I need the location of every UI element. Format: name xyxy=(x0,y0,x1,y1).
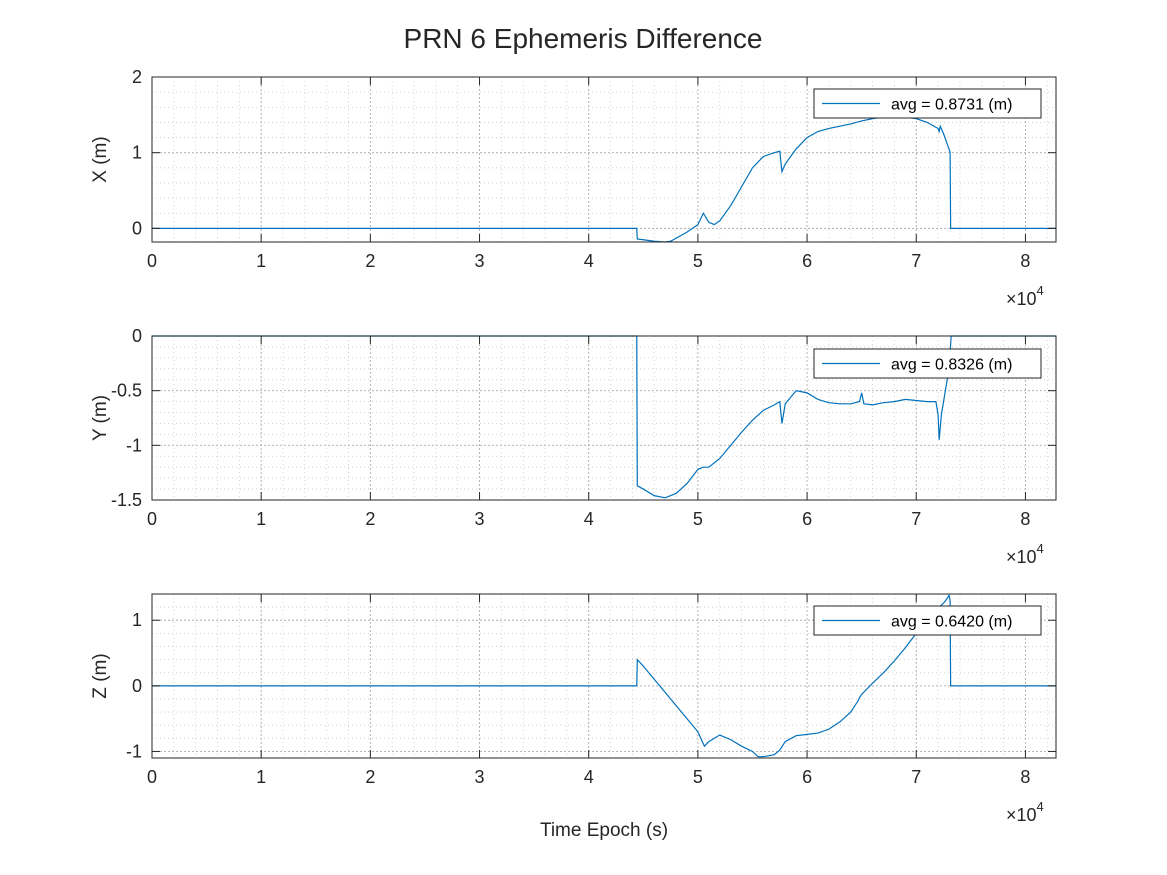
x-exponent-power: 4 xyxy=(1037,799,1044,814)
legend: avg = 0.8326 (m) xyxy=(813,348,1042,379)
x-tick-label: 6 xyxy=(802,251,812,271)
x-tick-label: 8 xyxy=(1020,251,1030,271)
x-exponent-power: 4 xyxy=(1037,541,1044,556)
x-tick-label: 7 xyxy=(911,509,921,529)
y-tick-label: -1 xyxy=(126,435,142,455)
series-line xyxy=(152,115,1056,243)
x-tick-label: 3 xyxy=(475,251,485,271)
x-exponent-label: ×104 xyxy=(1006,283,1044,309)
x-exponent-label: ×104 xyxy=(1006,799,1044,825)
y-tick-label: -0.5 xyxy=(111,381,142,401)
x-tick-label: 1 xyxy=(256,251,266,271)
x-tick-label: 7 xyxy=(911,767,921,787)
legend-entry-label: avg = 0.6420 (m) xyxy=(891,614,1012,631)
axes-box xyxy=(151,335,1057,501)
x-tick-label: 7 xyxy=(911,251,921,271)
x-tick-label: 4 xyxy=(584,509,594,529)
legend-entry-label: avg = 0.8731 (m) xyxy=(891,97,1012,114)
y-tick-label: -1.5 xyxy=(111,490,142,510)
x-tick-label: 2 xyxy=(365,251,375,271)
x-tick-label: 2 xyxy=(365,767,375,787)
x-tick-label: 5 xyxy=(693,251,703,271)
x-tick-label: 5 xyxy=(693,509,703,529)
x-tick-label: 8 xyxy=(1020,509,1030,529)
figure-title: PRN 6 Ephemeris Difference xyxy=(404,23,763,54)
x-exponent-base: ×10 xyxy=(1006,805,1037,825)
series-line xyxy=(152,335,1056,499)
y-axis-label: Z (m) xyxy=(90,653,111,698)
x-tick-label: 4 xyxy=(584,251,594,271)
legend-entry-label: avg = 0.8326 (m) xyxy=(891,357,1012,374)
axes-box xyxy=(151,76,1057,243)
x-tick-label: 0 xyxy=(147,251,157,271)
x-tick-label: 5 xyxy=(693,767,703,787)
y-tick-label: 0 xyxy=(132,218,142,238)
y-tick-label: 0 xyxy=(132,326,142,346)
x-exponent-base: ×10 xyxy=(1006,547,1037,567)
y-tick-label: 1 xyxy=(132,610,142,630)
x-tick-label: 4 xyxy=(584,767,594,787)
x-tick-label: 2 xyxy=(365,509,375,529)
x-tick-label: 3 xyxy=(475,509,485,529)
x-tick-label: 1 xyxy=(256,767,266,787)
x-exponent-label: ×104 xyxy=(1006,541,1044,567)
y-tick-label: 1 xyxy=(132,143,142,163)
y-tick-label: 0 xyxy=(132,676,142,696)
legend: avg = 0.6420 (m) xyxy=(813,605,1042,636)
x-tick-label: 1 xyxy=(256,509,266,529)
x-tick-label: 8 xyxy=(1020,767,1030,787)
y-axis-label: X (m) xyxy=(90,136,111,182)
x-tick-label: 6 xyxy=(802,767,812,787)
axes-box xyxy=(151,593,1057,759)
y-tick-label: 2 xyxy=(132,67,142,87)
x-exponent-base: ×10 xyxy=(1006,289,1037,309)
legend: avg = 0.8731 (m) xyxy=(813,88,1042,119)
y-tick-label: -1 xyxy=(126,741,142,761)
x-tick-label: 0 xyxy=(147,509,157,529)
x-axis-label: Time Epoch (s) xyxy=(540,820,668,841)
x-tick-label: 3 xyxy=(475,767,485,787)
y-axis-label: Y (m) xyxy=(90,395,111,441)
x-exponent-power: 4 xyxy=(1037,283,1044,298)
x-tick-label: 0 xyxy=(147,767,157,787)
x-tick-label: 6 xyxy=(802,509,812,529)
